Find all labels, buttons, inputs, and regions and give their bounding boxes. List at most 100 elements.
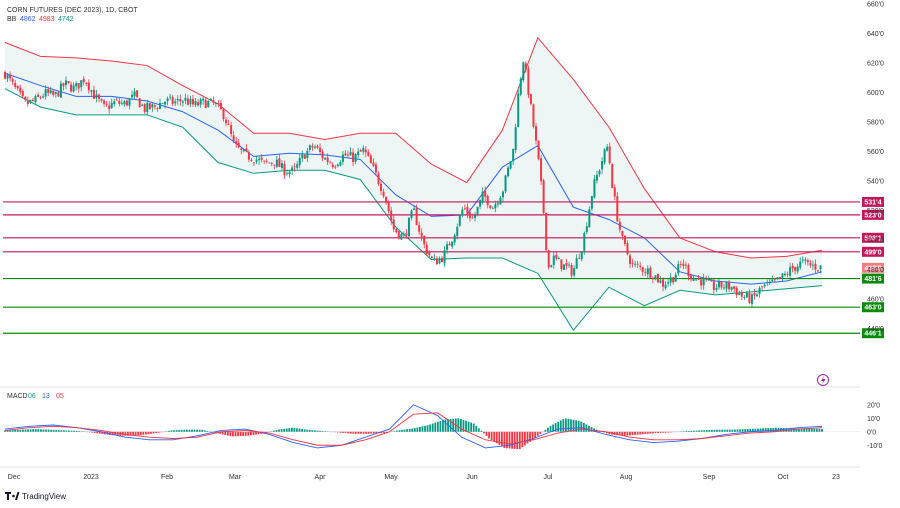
time-tick-label: Oct xyxy=(778,474,789,481)
macd-histogram-bar xyxy=(468,422,470,432)
macd-histogram-bar xyxy=(60,430,62,432)
macd-histogram-bar xyxy=(35,429,37,432)
candle-body xyxy=(187,99,189,105)
candle-body xyxy=(591,196,593,209)
macd-histogram-bar xyxy=(301,429,303,432)
time-tick-label: Dec xyxy=(8,474,21,481)
candle-body xyxy=(311,146,313,148)
candle-body xyxy=(685,265,687,266)
candle-body xyxy=(766,282,768,283)
time-tick-label: Sep xyxy=(703,474,716,481)
candle-body xyxy=(398,231,400,238)
candle-body xyxy=(804,259,806,260)
macd-histogram-bar xyxy=(813,429,815,432)
macd-histogram-bar xyxy=(632,432,634,435)
candle-body xyxy=(174,102,176,104)
candle-body xyxy=(629,255,631,264)
macd-histogram-bar xyxy=(516,432,518,449)
price-tick-label: 660'0 xyxy=(867,2,884,9)
candle-body xyxy=(301,154,303,158)
candle-body xyxy=(375,164,377,172)
candle-body xyxy=(144,104,146,112)
macd-histogram-bar xyxy=(94,432,96,433)
candle-body xyxy=(47,89,49,93)
candle-body xyxy=(78,83,80,88)
macd-histogram-bar xyxy=(442,420,444,432)
candle-body xyxy=(626,243,628,254)
candle-body xyxy=(553,256,555,265)
time-tick-label: Mar xyxy=(229,474,242,481)
candle-body xyxy=(314,147,316,148)
candle-body xyxy=(24,97,26,100)
candle-body xyxy=(438,258,440,263)
candle-body xyxy=(408,218,410,237)
macd-histogram-bar xyxy=(819,429,821,432)
macd-histogram-bar xyxy=(747,429,749,432)
macd-histogram-bar xyxy=(427,425,429,432)
candle-body xyxy=(459,215,461,226)
macd-histogram-bar xyxy=(314,430,316,431)
candle-body xyxy=(118,101,120,104)
candle-body xyxy=(113,101,115,104)
macd-histogram-bar xyxy=(342,432,344,433)
candle-body xyxy=(319,148,321,152)
macd-histogram-bar xyxy=(283,429,285,432)
candle-body xyxy=(571,265,573,276)
macd-histogram-bar xyxy=(437,422,439,432)
macd-histogram-bar xyxy=(706,430,708,432)
candle-body xyxy=(769,282,771,284)
candle-body xyxy=(743,297,745,298)
macd-histogram-bar xyxy=(411,429,413,432)
candle-body xyxy=(70,84,72,91)
candle-body xyxy=(497,203,499,204)
candle-body xyxy=(93,90,95,99)
candle-body xyxy=(792,266,794,269)
candle-body xyxy=(700,279,702,285)
macd-histogram-bar xyxy=(734,430,736,432)
candle-body xyxy=(332,164,334,167)
candle-body xyxy=(55,92,57,94)
candle-body xyxy=(761,286,763,287)
candle-body xyxy=(380,184,382,191)
macd-histogram-bar xyxy=(78,431,80,432)
macd-histogram-bar xyxy=(89,432,91,433)
macd-histogram-bar xyxy=(511,432,513,449)
candle-body xyxy=(304,155,306,159)
candle-body xyxy=(403,234,405,235)
candle-body xyxy=(675,275,677,282)
time-tick-label: Apr xyxy=(315,474,327,481)
macd-histogram-bar xyxy=(550,426,552,432)
time-tick-label: 23 xyxy=(832,474,840,481)
candle-body xyxy=(159,103,161,109)
candle-body xyxy=(446,244,448,250)
candle-body xyxy=(555,255,557,259)
candle-body xyxy=(573,268,575,275)
candle-body xyxy=(228,124,230,125)
candle-body xyxy=(787,274,789,275)
candle-body xyxy=(329,163,331,164)
candle-body xyxy=(507,168,509,176)
candle-body xyxy=(469,212,471,218)
candle-body xyxy=(294,167,296,168)
macd-histogram-bar xyxy=(194,430,196,432)
candle-body xyxy=(405,233,407,235)
macd-histogram-bar xyxy=(393,431,395,432)
macd-histogram-bar xyxy=(358,432,360,434)
candle-body xyxy=(502,191,504,197)
candle-body xyxy=(535,126,537,140)
macd-histogram-bar xyxy=(478,428,480,431)
candle-body xyxy=(85,83,87,84)
candle-body xyxy=(466,207,468,214)
candle-body xyxy=(230,125,232,134)
time-tick-label: May xyxy=(384,474,398,481)
price-tick-label: 600'0 xyxy=(867,90,884,97)
candle-body xyxy=(693,279,695,281)
macd-histogram-bar xyxy=(178,430,180,432)
macd-histogram-bar xyxy=(808,428,810,431)
macd-histogram-bar xyxy=(242,432,244,436)
candle-body xyxy=(131,95,133,97)
macd-histogram-bar xyxy=(201,430,203,432)
macd-histogram-bar xyxy=(457,418,459,431)
macd-histogram-bar xyxy=(294,428,296,432)
